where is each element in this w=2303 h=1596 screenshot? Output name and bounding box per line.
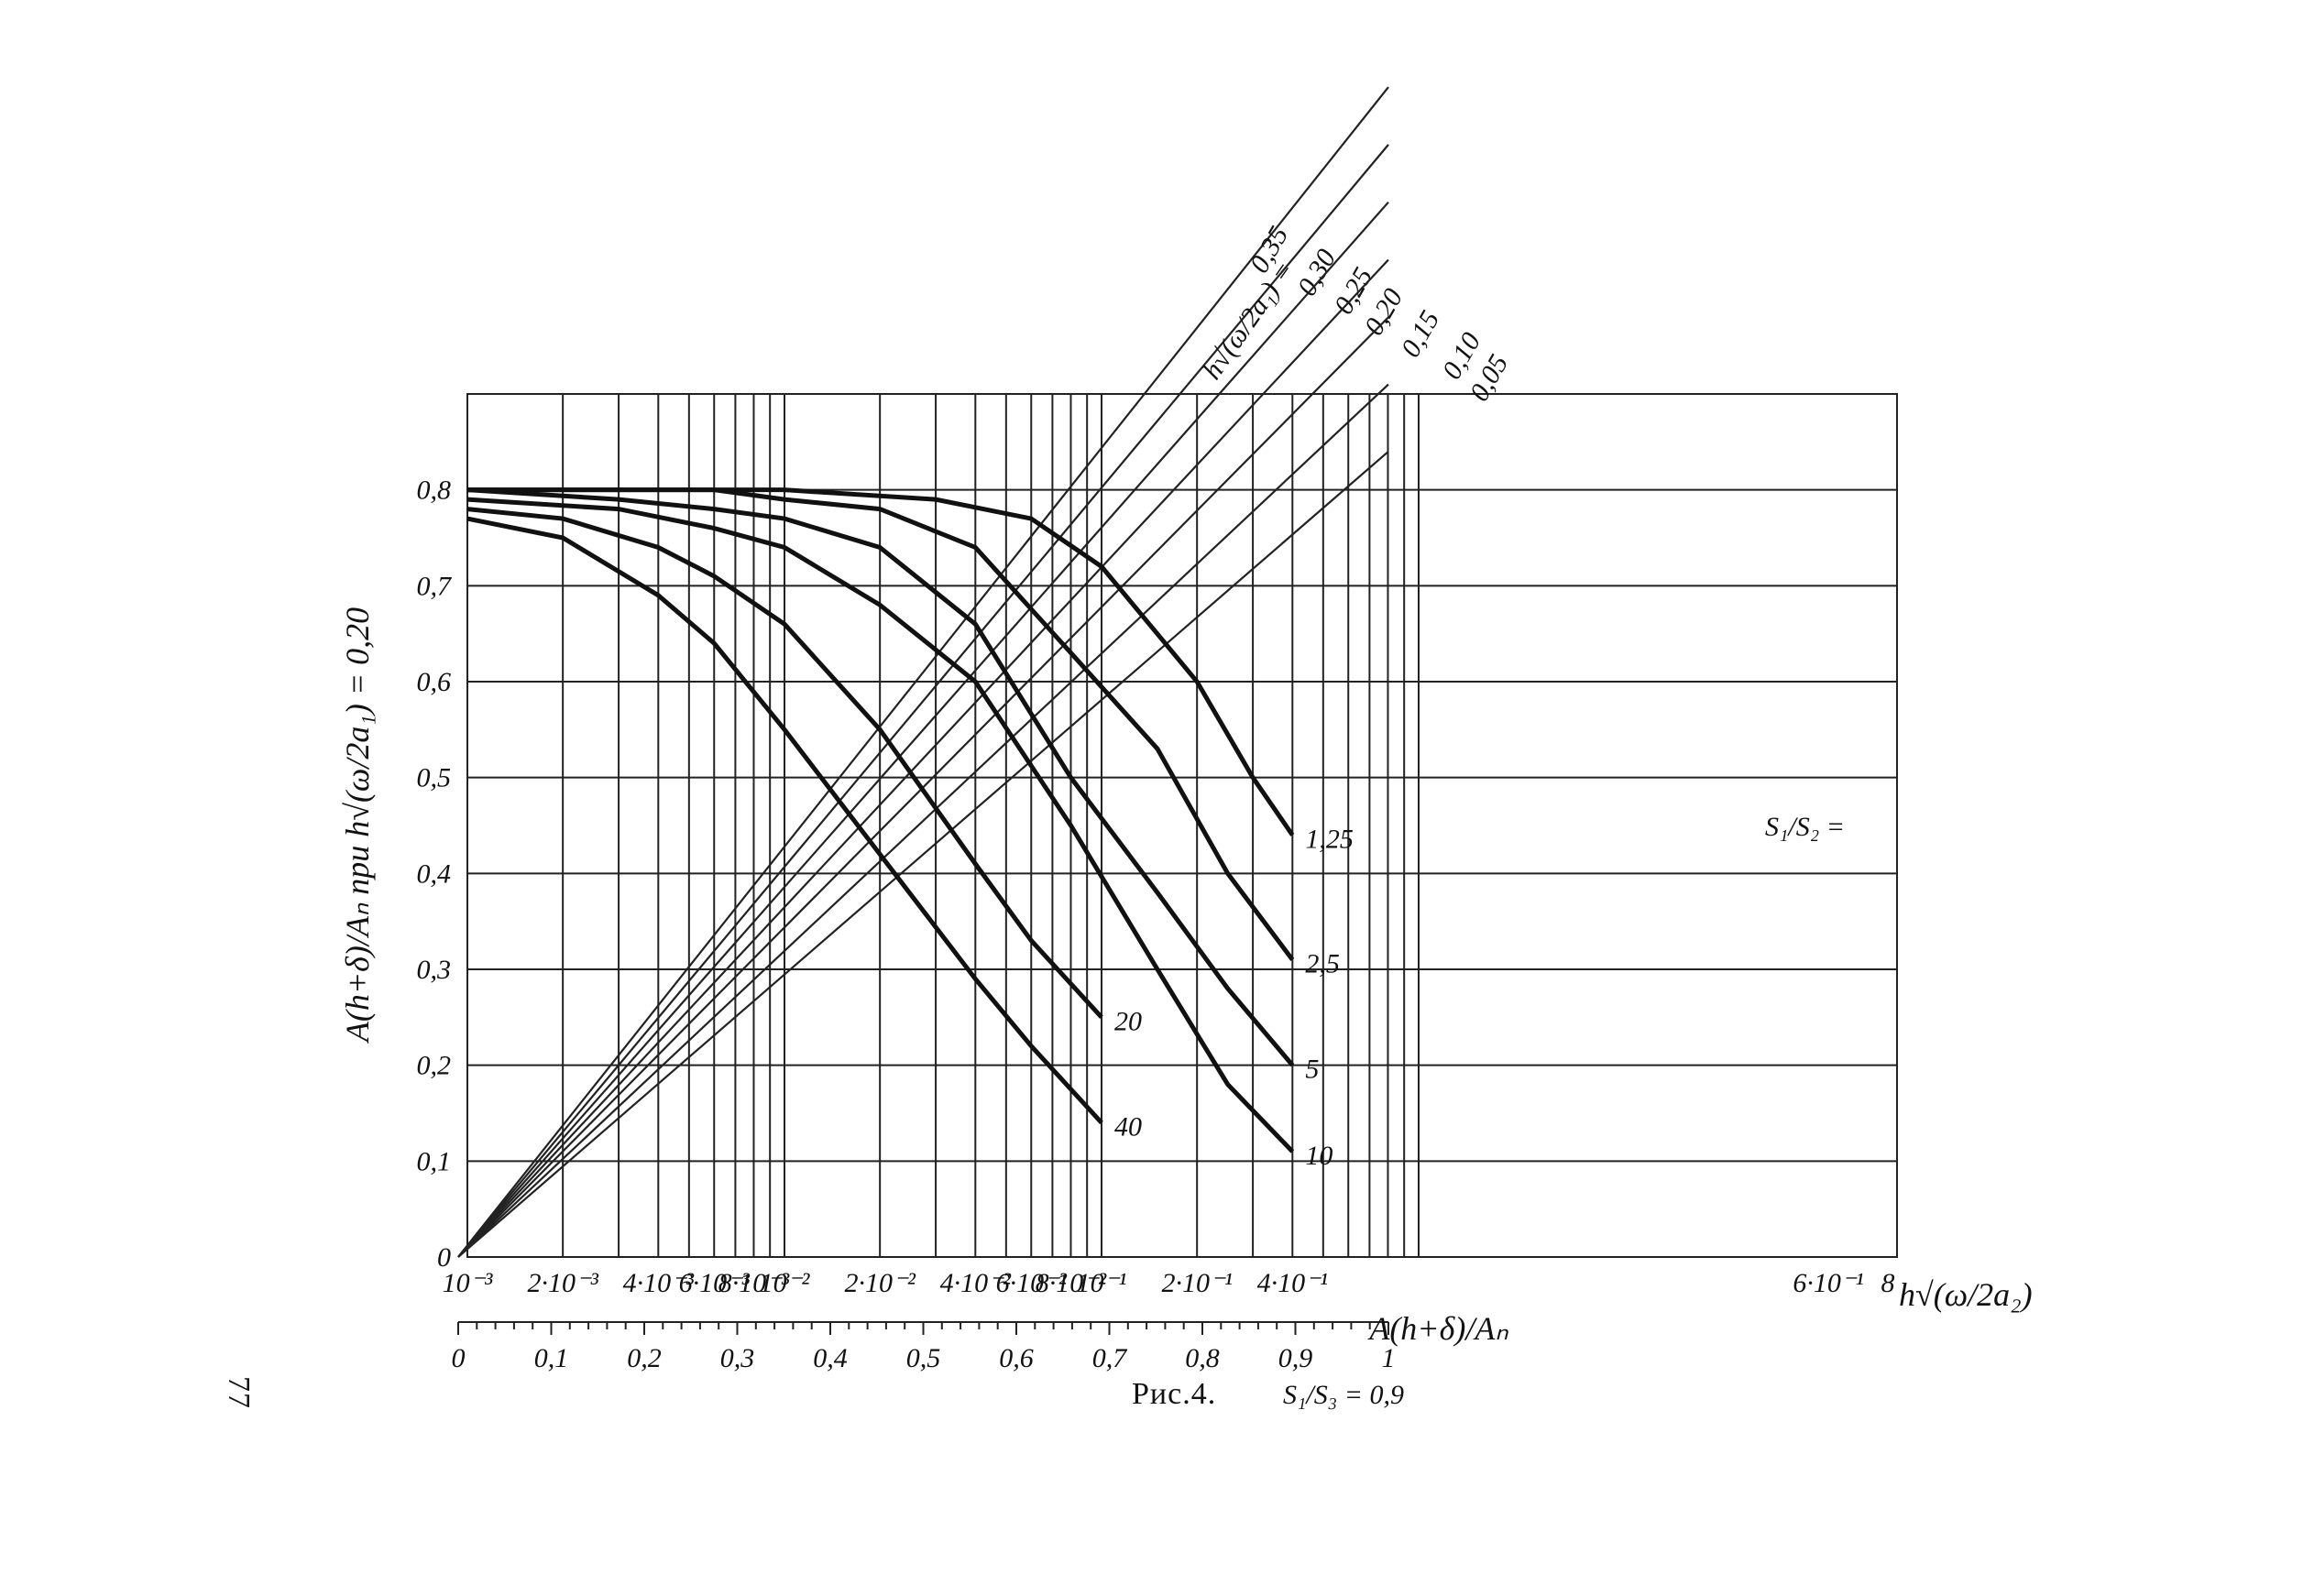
- x-linear-tick-label: 0,5: [906, 1343, 941, 1373]
- figure-caption: Рис.4.: [1132, 1377, 1216, 1411]
- x-axis-linear-label: A(h+δ)/Aₙ: [1367, 1310, 1508, 1347]
- y-tick-label: 0,6: [417, 667, 452, 697]
- ratio-curve: [466, 507, 1103, 1020]
- ratio-curve-label: 2,5: [1305, 949, 1340, 979]
- x-linear-tick-label: 0: [452, 1343, 466, 1373]
- y-tick-label: 0: [437, 1242, 451, 1273]
- ratio-curve-label: 20: [1114, 1006, 1142, 1036]
- x-log-tick-label: 4·10⁻³: [623, 1268, 695, 1298]
- depth-ray: [457, 144, 1389, 1258]
- x-linear-tick-label: 0,9: [1278, 1343, 1313, 1373]
- page-number: 77: [222, 1376, 256, 1409]
- x-linear-tick-label: 0,3: [720, 1343, 755, 1373]
- ratio-curve: [467, 487, 1295, 962]
- x-linear-tick-label: 0,8: [1185, 1343, 1220, 1373]
- ratio-curve: [466, 497, 1295, 1153]
- x-linear-tick-label: 0,7: [1092, 1343, 1129, 1373]
- x-linear-tick-label: 0,1: [534, 1343, 569, 1373]
- x-log-tick-label: 4·10⁻¹: [1257, 1268, 1328, 1298]
- caption-ratio: S₁/S₃ = 0,9: [1283, 1380, 1404, 1410]
- ratio-curve-label: 10: [1305, 1141, 1332, 1171]
- ratio-curve: [466, 516, 1103, 1125]
- ratio-curves: 1,25 2,5 5 10 20 40: [466, 487, 1354, 1171]
- depth-ray: [457, 201, 1389, 1258]
- x-log-tick-label: 2·10⁻³: [527, 1268, 598, 1298]
- depth-ray: [457, 258, 1389, 1258]
- x-log-tick-label: 10⁻²: [760, 1268, 811, 1298]
- ratio-curve-label: 1,25: [1305, 824, 1354, 854]
- x-log-tick-label: 8·10⁻²: [1036, 1268, 1107, 1298]
- y-axis-label: A(h+δ)/Aₙ при h√(ω/2a₁) = 0,20: [339, 607, 376, 1044]
- x-linear-tick-label: 0,2: [627, 1343, 662, 1373]
- ratio-curve-label: 5: [1305, 1055, 1319, 1085]
- y-tick-label: 0,2: [417, 1051, 452, 1081]
- x-log-tick-label: 8·10⁻³: [718, 1268, 790, 1298]
- tick-labels: 0 0,1 0,2 0,3 0,4 0,5 0,6 0,7 0,8 10⁻³ 2·10⁻³ 4·10⁻…: [417, 476, 1895, 1373]
- x-log-tick-label: 2·10⁻²: [844, 1268, 916, 1298]
- ratio-curve: [466, 487, 1295, 1067]
- x-axis-log-label: h√(ω/2a₂): [1899, 1276, 2033, 1313]
- x-log-tick-label: 6·10⁻²: [996, 1268, 1068, 1298]
- depth-rays: 0,350,300,250,200,150,100,05: [457, 86, 1514, 1258]
- y-tick-label: 0,1: [417, 1146, 452, 1176]
- y-tick-label: 0,5: [417, 763, 452, 793]
- x-log-tick-label: 10⁻¹: [1077, 1268, 1127, 1298]
- depth-ray: [457, 86, 1389, 1258]
- y-tick-label: 0,3: [417, 955, 452, 985]
- x-log-tick-label: 10⁻³: [443, 1268, 494, 1298]
- y-tick-label: 0,7: [417, 571, 454, 601]
- y-tick-label: 0,4: [417, 858, 452, 889]
- ratio-family-label: S₁/S₂ =: [1765, 812, 1845, 842]
- x-log-tick-label: 6·10⁻¹: [1793, 1268, 1863, 1298]
- x-log-tick-label: 2·10⁻¹: [1161, 1268, 1232, 1298]
- ratio-curve-label: 40: [1114, 1111, 1142, 1142]
- x-linear-tick-label: 0,6: [999, 1343, 1034, 1373]
- depth-ray: [457, 383, 1389, 1258]
- x-linear-tick-label: 1: [1382, 1343, 1396, 1373]
- x-log-tick-label: 8: [1881, 1268, 1895, 1298]
- y-tick-label: 0,8: [417, 476, 452, 506]
- x-log-tick-label: 6·10⁻³: [679, 1268, 751, 1298]
- depth-ray-label: 0,15: [1395, 306, 1445, 363]
- x-linear-tick-label: 0,4: [813, 1343, 848, 1373]
- x-log-tick-label: 4·10⁻²: [940, 1268, 1012, 1298]
- depth-ray: [457, 450, 1389, 1258]
